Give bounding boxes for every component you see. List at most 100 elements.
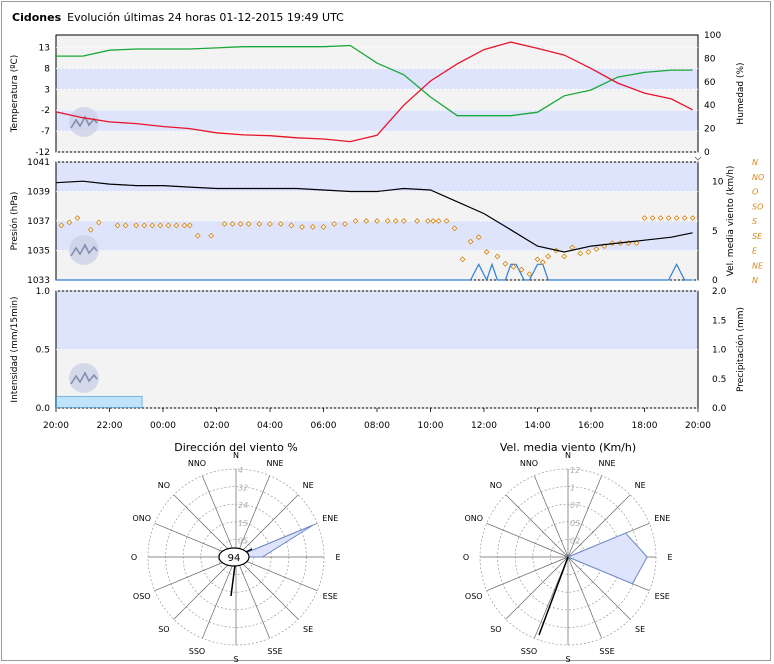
wind-direction-marker xyxy=(133,222,140,229)
wind-direction-marker xyxy=(256,221,263,227)
precipitation-panel: 1.0 0.5 0.0 2.0 1.5 1.0 0.5 0.0 Intensidad (mm/1… xyxy=(10,287,746,414)
rose-ring-label: 15 xyxy=(238,519,248,528)
wind-direction-marker xyxy=(331,221,338,227)
calm-value: 94 xyxy=(228,553,241,564)
left-tick-label: 1039 xyxy=(27,188,50,198)
wind-direction-marker xyxy=(229,221,236,227)
right-tick-label: 40 xyxy=(704,101,716,111)
wind-direction-marker xyxy=(443,218,450,224)
x-tick-label: 12:00 xyxy=(471,421,497,431)
x-tick-label: 10:00 xyxy=(418,421,444,431)
rose-spoke xyxy=(567,556,631,620)
rose-direction-label: O xyxy=(131,553,137,562)
rose-spoke xyxy=(173,494,237,558)
precipitation-bar xyxy=(56,395,143,408)
watermark-logo xyxy=(69,107,99,137)
watermark-logo-mark xyxy=(70,371,98,385)
wind-direction-marker xyxy=(435,218,442,224)
rose-direction-label: OSO xyxy=(465,592,483,601)
wind-direction-marker xyxy=(593,246,600,252)
watermark-logo-mark xyxy=(70,243,98,257)
calm-indicator xyxy=(218,547,250,567)
wind-direction-marker xyxy=(430,218,437,224)
wind-direction-marker xyxy=(392,218,399,224)
right-tick-label: 0.0 xyxy=(712,404,727,414)
band-stripe xyxy=(56,68,698,90)
wind-direction-marker xyxy=(475,234,482,241)
right-axis-label: Precipitación (mm) xyxy=(735,307,746,392)
rose-spoke xyxy=(567,475,602,558)
rose-ring-label: 02 xyxy=(570,536,580,545)
direction-tick-label: NE xyxy=(752,261,764,270)
rose-direction-label: ESE xyxy=(655,592,670,601)
right-tick-label: 1.0 xyxy=(712,346,727,356)
rose-direction-label: E xyxy=(667,553,672,562)
wind-direction-marker xyxy=(641,215,648,221)
left-tick-label: 0.0 xyxy=(36,404,51,414)
wind-direction-marker xyxy=(237,221,244,227)
rose-ring-label: 1 xyxy=(570,484,575,493)
rose-direction-label: SO xyxy=(490,625,501,634)
rose-spoke xyxy=(235,494,299,558)
rose-direction-label: NE xyxy=(303,481,314,490)
wind-direction-marker xyxy=(577,250,584,257)
wind-direction-marker xyxy=(649,215,656,221)
rose-spoke xyxy=(567,494,631,558)
wind-direction-marker xyxy=(681,215,688,221)
direction-tick-label: SE xyxy=(752,232,763,241)
wind-direction-marker xyxy=(374,218,380,224)
right-tick-label: 5 xyxy=(712,227,718,237)
wind-direction-marker xyxy=(384,218,391,224)
wind-direction-marker xyxy=(363,218,370,224)
rose-spoke xyxy=(567,556,602,639)
wind-direction-marker xyxy=(400,218,407,224)
wind-direction-marker xyxy=(633,240,640,247)
wind-direction-marker xyxy=(352,218,359,224)
left-tick-label: 1033 xyxy=(27,276,50,286)
rose-direction-label: SE xyxy=(303,625,313,634)
rose-direction-label: N xyxy=(565,451,571,460)
wind-direction-marker xyxy=(585,249,592,255)
rose-ring-label: 32 xyxy=(238,484,248,493)
left-tick-label: -7 xyxy=(41,127,50,137)
wind-speed-rose: Vel. media viento (Km/h)N NNE NE ENE E ESE SE S… xyxy=(463,441,673,664)
rose-direction-label: ONO xyxy=(464,514,483,523)
wind-direction-marker xyxy=(414,218,421,224)
wind-direction-marker xyxy=(267,221,273,227)
wind-direction-marker xyxy=(208,232,215,239)
wind-direction-marker xyxy=(510,263,517,270)
rose-direction-label: SSE xyxy=(267,647,282,656)
rose-direction-label: E xyxy=(335,553,340,562)
right-tick-label: 0 xyxy=(712,276,718,286)
rose-spoke xyxy=(173,556,237,620)
rose-ring-label: 05 xyxy=(570,519,580,528)
wind-direction-marker xyxy=(165,222,172,229)
wind-direction-marker xyxy=(451,225,458,232)
wind-direction-marker xyxy=(173,222,180,229)
wind-direction-marker xyxy=(277,221,284,227)
x-tick-label: 00:00 xyxy=(150,421,176,431)
humidity-line xyxy=(56,44,693,117)
wind-direction-marker xyxy=(424,218,431,224)
left-axis-label: Intensidad (mm/15min) xyxy=(10,296,20,402)
rose-spoke xyxy=(235,556,299,620)
wind-direction-marker xyxy=(186,222,193,229)
rose-direction-label: SO xyxy=(158,625,169,634)
rose-direction-label: SSO xyxy=(521,647,537,656)
rose-spoke xyxy=(235,556,318,591)
left-tick-label: 1037 xyxy=(27,217,50,227)
wind-direction-marker xyxy=(122,222,129,229)
right-tick-label: 1.5 xyxy=(712,316,726,326)
rose-direction-label: ENE xyxy=(322,514,338,523)
wind-direction-marker xyxy=(518,266,525,273)
watermark-logo xyxy=(69,363,99,393)
rose-direction-label: NNE xyxy=(599,459,616,468)
wind-direction-marker xyxy=(320,223,327,230)
direction-tick-label: S xyxy=(752,217,757,226)
wind-direction-marker xyxy=(341,221,348,227)
rose-direction-label: ONO xyxy=(132,514,151,523)
band-stripe xyxy=(56,291,698,350)
rose-direction-label: SSO xyxy=(189,647,205,656)
direction-tick-label: SO xyxy=(752,202,763,211)
direction-tick-label: E xyxy=(752,247,758,256)
